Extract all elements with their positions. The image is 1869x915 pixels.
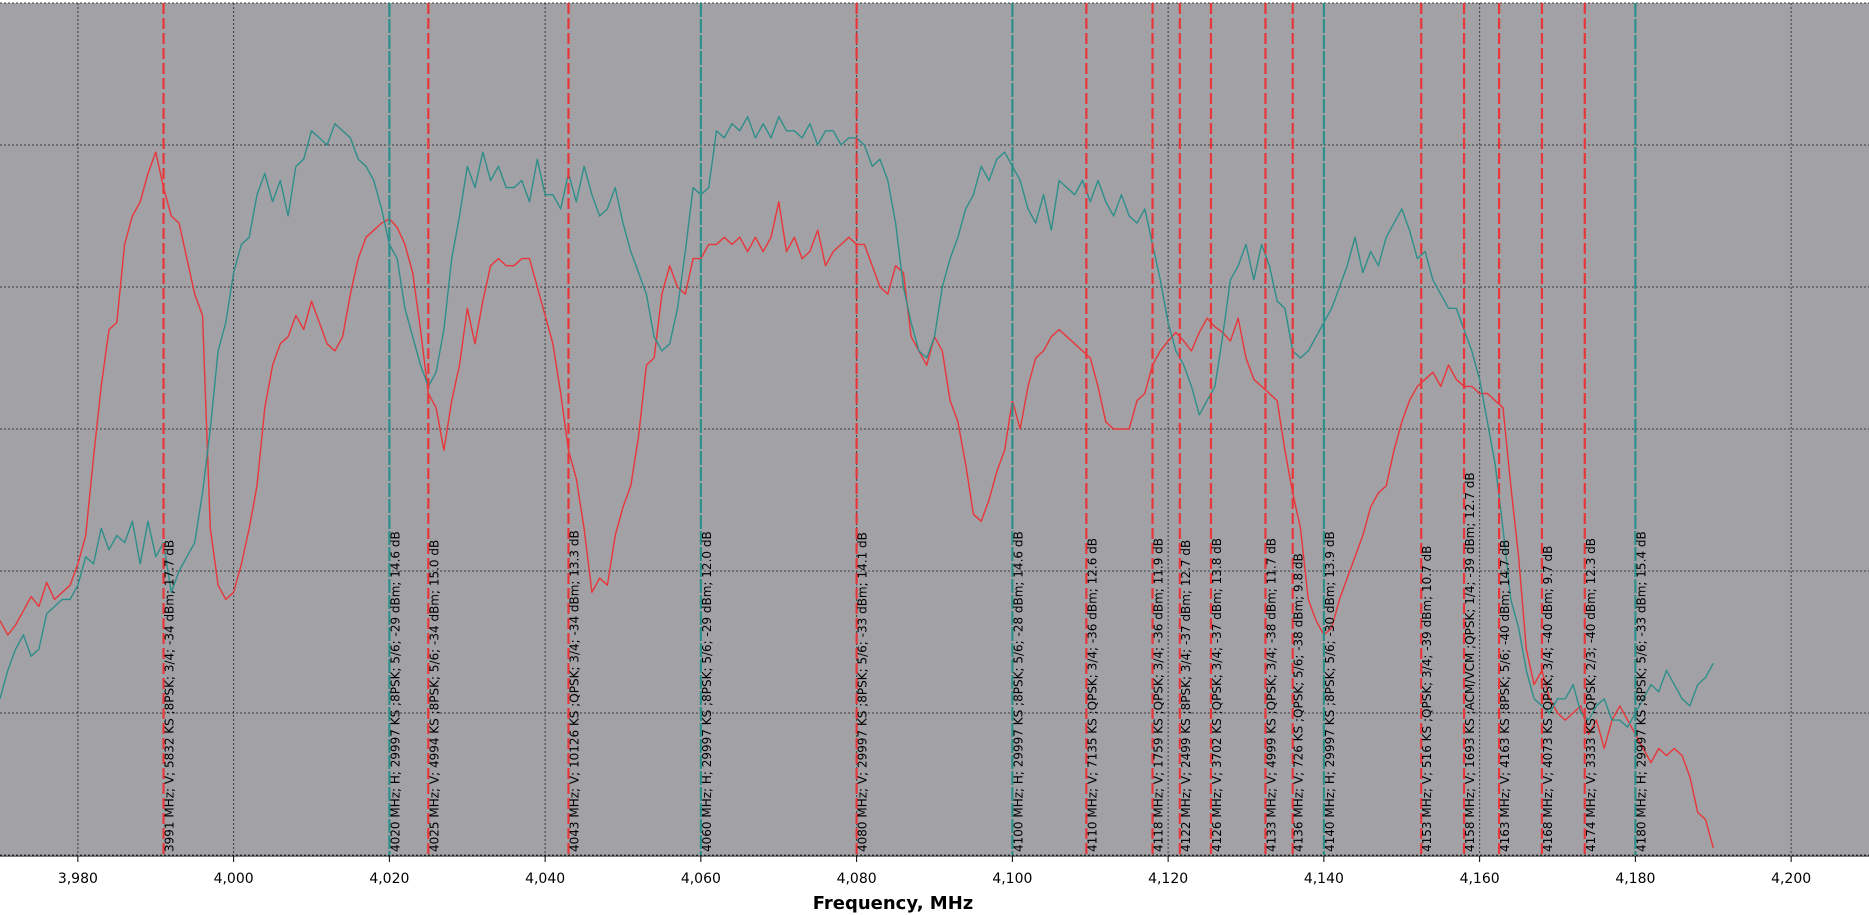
transponder-label-9: 4122 MHz; V; 2499 KS ;8PSK; 3/4; -37 dBm…	[1179, 540, 1193, 852]
x-axis-label: Frequency, MHz	[813, 893, 974, 914]
x-tick-label-0: 3,980	[58, 871, 98, 887]
x-tick-label-8: 4,140	[1304, 871, 1344, 887]
transponder-label-7: 4110 MHz; V; 7135 KS ;QPSK; 3/4; -36 dBm…	[1085, 538, 1099, 852]
transponder-label-19: 4180 MHz; H; 29997 KS ;8PSK; 5/6; -33 dB…	[1634, 531, 1648, 852]
transponder-label-0: 3991 MHz; V; 5832 KS ;8PSK; 3/4; -34 dBm…	[163, 540, 177, 852]
transponder-label-3: 4043 MHz; V; 10126 KS ;QPSK; 3/4; -34 dB…	[567, 530, 581, 852]
x-tick-label-2: 4,020	[369, 871, 409, 887]
x-tick-label-7: 4,120	[1148, 871, 1188, 887]
transponder-label-6: 4100 MHz; H; 29997 KS ;8PSK; 5/6; -28 dB…	[1011, 531, 1025, 852]
transponder-label-8: 4118 MHz; V; 1759 KS ;QPSK; 3/4; -36 dBm…	[1152, 538, 1166, 852]
transponder-markers	[162, 3, 1637, 855]
x-tick-label-9: 4,160	[1460, 871, 1500, 887]
transponder-label-16: 4163 MHz; V; 4163 KS ;8PSK; 5/6; -40 dBm…	[1498, 540, 1512, 852]
transponder-label-17: 4168 MHz; V; 4073 KS ;QPSK; 3/4; -40 dBm…	[1541, 546, 1555, 852]
transponder-label-13: 4140 MHz; H; 29997 KS ;8PSK; 5/6; -30 dB…	[1323, 531, 1337, 852]
transponder-label-18: 4174 MHz; V; 3333 KS ;QPSK; 2/3; -40 dBm…	[1584, 538, 1598, 852]
x-tick-label-4: 4,060	[681, 871, 721, 887]
transponder-label-12: 4136 MHz; V; 726 KS ;QPSK; 5/6; -38 dBm;…	[1292, 553, 1306, 852]
x-tick-label-6: 4,100	[992, 871, 1032, 887]
x-tick-label-5: 4,080	[837, 871, 877, 887]
series-line-teal	[0, 115, 1714, 728]
transponder-labels: 3991 MHz; V; 5832 KS ;8PSK; 3/4; -34 dBm…	[163, 472, 1649, 852]
transponder-label-14: 4153 MHz; V; 516 KS ;QPSK; 3/4; -39 dBm;…	[1420, 546, 1434, 852]
transponder-label-1: 4020 MHz; H; 29997 KS ;8PSK; 5/6; -29 dB…	[388, 531, 402, 852]
x-tick-label-10: 4,180	[1615, 871, 1655, 887]
x-tick-label-1: 4,000	[214, 871, 254, 887]
transponder-label-4: 4060 MHz; H; 29997 KS ;8PSK; 5/6; -29 dB…	[700, 531, 714, 852]
transponder-label-2: 4025 MHz; V; 4994 KS ;8PSK; 5/6; -34 dBm…	[427, 540, 441, 852]
x-tick-label-11: 4,200	[1771, 871, 1811, 887]
x-axis-ticks: 3,980 4,000 4,020 4,040 4,060 4,080 4,100 4,120…	[58, 856, 1811, 887]
transponder-label-10: 4126 MHz; V; 3702 KS ;QPSK; 3/4; -37 dBm…	[1210, 538, 1224, 852]
x-tick-label-3: 4,040	[525, 871, 565, 887]
transponder-label-15: 4158 MHz; V; 1693 KS ;ACM/VCM ;QPSK; 1/4…	[1463, 472, 1477, 852]
transponder-label-5: 4080 MHz; V; 29997 KS ;8PSK; 5/6; -33 dB…	[856, 532, 870, 852]
transponder-label-11: 4133 MHz; V; 4999 KS ;QPSK; 3/4; -38 dBm…	[1264, 538, 1278, 852]
